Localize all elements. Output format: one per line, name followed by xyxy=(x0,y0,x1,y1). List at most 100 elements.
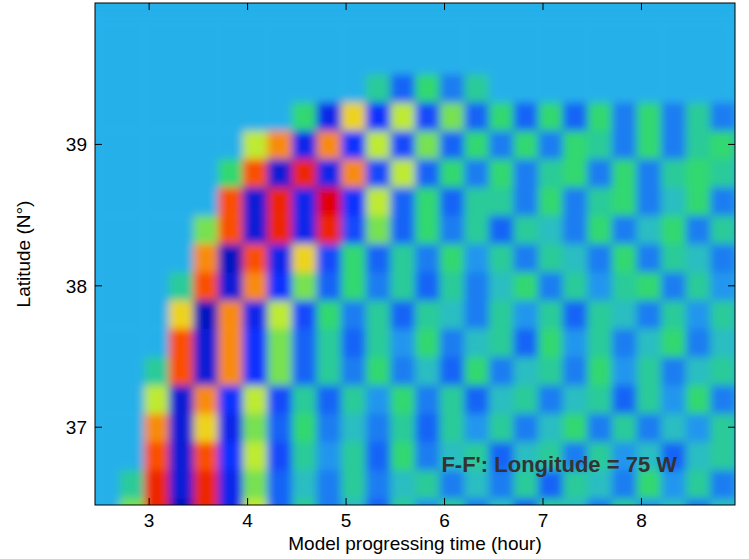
heatmap-cell xyxy=(95,130,120,159)
heatmap-cell xyxy=(95,470,120,499)
heatmap-cell xyxy=(710,385,735,414)
heatmap-cell xyxy=(120,272,145,301)
heatmap-cell xyxy=(489,328,514,357)
heatmap-cell xyxy=(686,300,711,329)
heatmap-cell xyxy=(317,300,342,329)
heatmap-cell xyxy=(243,17,268,46)
heatmap-cell xyxy=(661,413,686,442)
heatmap-cell xyxy=(686,470,711,499)
heatmap-cell xyxy=(366,45,391,74)
heatmap-cell xyxy=(95,441,120,470)
x-tick-top xyxy=(346,3,347,10)
heatmap-cell xyxy=(489,243,514,272)
y-tick xyxy=(95,144,102,145)
x-tick-label: 8 xyxy=(636,510,647,531)
heatmap-cell xyxy=(193,385,218,414)
heatmap-cell xyxy=(267,74,292,103)
heatmap-cell xyxy=(637,300,662,329)
heatmap-cell xyxy=(390,498,415,505)
heatmap-cell xyxy=(267,385,292,414)
heatmap-cell xyxy=(317,385,342,414)
heatmap-cell xyxy=(464,272,489,301)
heatmap-cell xyxy=(661,74,686,103)
heatmap-cell xyxy=(267,328,292,357)
heatmap-cell xyxy=(95,243,120,272)
x-tick-label: 5 xyxy=(341,510,352,531)
heatmap-cell xyxy=(612,300,637,329)
heatmap-cell xyxy=(489,130,514,159)
heatmap-cell xyxy=(612,215,637,244)
heatmap-cell xyxy=(243,413,268,442)
heatmap-cell xyxy=(193,215,218,244)
heatmap-cell xyxy=(243,328,268,357)
heatmap-cell xyxy=(489,498,514,505)
heatmap-cell xyxy=(169,441,194,470)
heatmap-cell xyxy=(341,441,366,470)
heatmap-cell xyxy=(390,357,415,386)
heatmap-cell xyxy=(120,243,145,272)
heatmap-cell xyxy=(612,102,637,131)
heatmap-cell xyxy=(218,413,243,442)
heatmap-cell xyxy=(218,17,243,46)
heatmap-cell xyxy=(292,159,317,188)
heatmap-cell xyxy=(587,74,612,103)
heatmap-cell xyxy=(169,45,194,74)
heatmap-cell xyxy=(612,45,637,74)
heatmap-cell xyxy=(292,45,317,74)
heatmap-cell xyxy=(292,357,317,386)
heatmap-cell xyxy=(612,498,637,505)
heatmap-cell xyxy=(513,102,538,131)
heatmap-cell xyxy=(366,272,391,301)
heatmap-cell xyxy=(587,357,612,386)
heatmap-cell xyxy=(661,328,686,357)
heatmap-cell xyxy=(169,385,194,414)
heatmap-cell xyxy=(464,300,489,329)
heatmap-cell xyxy=(317,45,342,74)
heatmap-cell xyxy=(366,215,391,244)
heatmap-cell xyxy=(95,300,120,329)
heatmap-cell xyxy=(341,45,366,74)
heatmap-cell xyxy=(169,470,194,499)
heatmap-cell xyxy=(440,328,465,357)
heatmap-cell xyxy=(464,17,489,46)
y-tick-right xyxy=(728,285,735,286)
heatmap-cell xyxy=(587,102,612,131)
heatmap-cell xyxy=(317,74,342,103)
x-tick-label: 7 xyxy=(538,510,549,531)
heatmap-cell xyxy=(415,498,440,505)
heatmap-cell xyxy=(587,385,612,414)
heatmap-cell xyxy=(440,74,465,103)
heatmap-cell xyxy=(120,74,145,103)
heatmap-cell xyxy=(538,74,563,103)
heatmap-cell xyxy=(193,243,218,272)
heatmap-cell xyxy=(415,74,440,103)
heatmap-cell xyxy=(563,159,588,188)
heatmap-cell xyxy=(366,17,391,46)
heatmap-cell xyxy=(292,74,317,103)
heatmap-cell xyxy=(513,243,538,272)
x-tick-label: 6 xyxy=(439,510,450,531)
heatmap-cell xyxy=(292,215,317,244)
heatmap-cell xyxy=(587,17,612,46)
heatmap-cell xyxy=(218,300,243,329)
heatmap-cell xyxy=(390,130,415,159)
heatmap-cell xyxy=(341,130,366,159)
heatmap-cell xyxy=(637,413,662,442)
heatmap-cell xyxy=(637,159,662,188)
heatmap-cell xyxy=(637,102,662,131)
heatmap-cell xyxy=(169,102,194,131)
x-tick xyxy=(641,498,642,505)
heatmap-cell xyxy=(243,102,268,131)
heatmap-cell xyxy=(95,17,120,46)
heatmap-cell xyxy=(563,215,588,244)
heatmap-cell xyxy=(637,357,662,386)
heatmap-cell xyxy=(317,102,342,131)
heatmap-cell xyxy=(489,215,514,244)
x-tick-label: 4 xyxy=(242,510,253,531)
heatmap-cell xyxy=(169,130,194,159)
heatmap-cell xyxy=(390,413,415,442)
heatmap-cell xyxy=(710,187,735,216)
heatmap-cell xyxy=(267,357,292,386)
heatmap-cell xyxy=(710,328,735,357)
heatmap-cell xyxy=(341,272,366,301)
